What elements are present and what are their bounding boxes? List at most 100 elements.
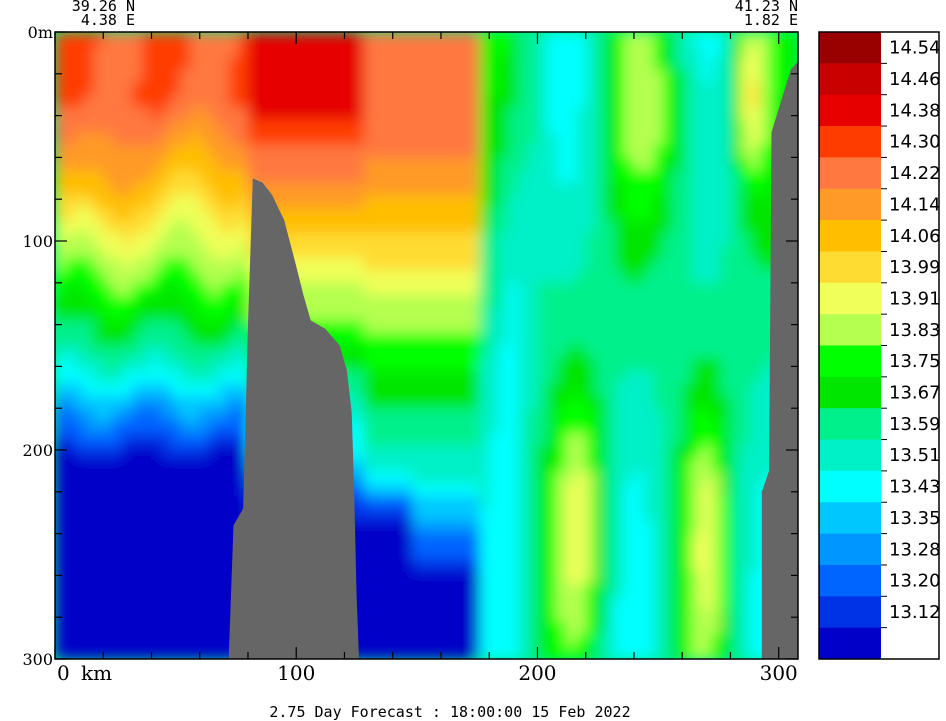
field-cell	[103, 521, 114, 535]
field-cell	[585, 383, 596, 397]
field-cell	[161, 94, 172, 108]
field-cell	[624, 195, 635, 209]
field-cell	[682, 533, 693, 547]
field-cell	[682, 195, 693, 209]
field-cell	[383, 182, 394, 196]
field-cell	[344, 257, 355, 271]
field-cell	[209, 169, 220, 184]
field-cell	[479, 332, 490, 347]
field-cell	[93, 245, 104, 259]
field-cell	[682, 119, 693, 133]
field-cell	[180, 521, 191, 535]
field-cell	[450, 521, 461, 535]
field-cell	[93, 558, 104, 572]
field-cell	[691, 220, 703, 234]
field-cell	[161, 182, 172, 196]
field-cell	[141, 257, 153, 271]
field-cell	[440, 345, 452, 359]
field-cell	[228, 57, 239, 71]
field-cell	[190, 220, 201, 234]
field-cell	[209, 119, 220, 133]
field-cell	[383, 521, 394, 535]
field-cell	[595, 32, 606, 46]
field-cell	[247, 107, 259, 121]
field-cell	[421, 408, 432, 422]
field-cell	[479, 345, 490, 359]
field-cell	[354, 169, 365, 184]
field-cell	[344, 295, 355, 309]
field-cell	[595, 257, 606, 271]
field-cell	[199, 169, 210, 184]
field-cell	[440, 295, 452, 309]
x-unit-label: km	[81, 661, 112, 685]
field-cell	[286, 69, 297, 83]
field-cell	[354, 583, 365, 597]
field-cell	[469, 633, 481, 648]
field-cell	[132, 32, 143, 46]
colorbar-swatch	[819, 126, 881, 158]
field-cell	[662, 521, 674, 535]
field-cell	[643, 207, 654, 221]
field-cell	[498, 345, 510, 359]
field-cell	[682, 295, 693, 309]
field-cell	[778, 57, 789, 71]
field-cell	[653, 383, 664, 397]
field-cell	[383, 408, 394, 422]
field-cell	[469, 445, 481, 459]
field-cell	[498, 320, 510, 334]
field-cell	[527, 558, 539, 572]
field-cell	[614, 408, 625, 422]
field-cell	[354, 257, 365, 271]
field-cell	[701, 583, 712, 597]
field-cell	[759, 232, 770, 246]
field-cell	[778, 44, 789, 58]
field-cell	[469, 583, 481, 597]
field-cell	[363, 420, 375, 434]
field-cell	[103, 633, 114, 648]
field-cell	[286, 144, 297, 158]
field-cell	[566, 207, 577, 221]
field-cell	[161, 345, 172, 359]
field-cell	[662, 245, 674, 259]
field-cell	[624, 345, 635, 359]
field-cell	[55, 82, 66, 96]
field-cell	[83, 445, 95, 459]
field-cell	[392, 370, 403, 384]
field-cell	[190, 144, 201, 158]
field-cell	[633, 82, 645, 96]
field-cell	[450, 69, 461, 83]
field-cell	[190, 320, 201, 334]
field-cell	[170, 207, 182, 221]
field-cell	[421, 445, 432, 459]
field-cell	[614, 132, 625, 146]
field-cell	[267, 94, 278, 108]
field-cell	[527, 32, 539, 46]
field-cell	[759, 295, 770, 309]
field-cell	[624, 395, 635, 409]
field-cell	[219, 332, 230, 347]
field-cell	[305, 295, 317, 309]
field-cell	[412, 320, 423, 334]
field-cell	[682, 495, 693, 510]
field-cell	[431, 295, 442, 309]
field-cell	[711, 295, 722, 309]
field-cell	[460, 132, 471, 146]
field-cell	[305, 82, 317, 96]
colorbar-label: 14.06	[889, 226, 941, 247]
field-cell	[286, 207, 297, 221]
field-cell	[605, 633, 616, 648]
field-cell	[141, 320, 153, 334]
field-cell	[595, 533, 606, 547]
field-cell	[479, 521, 490, 535]
field-cell	[730, 608, 741, 622]
field-cell	[691, 433, 703, 447]
field-cell	[74, 282, 85, 296]
field-cell	[219, 596, 230, 610]
field-cell	[209, 583, 220, 597]
field-cell	[691, 82, 703, 96]
field-cell	[93, 69, 104, 83]
field-cell	[170, 583, 182, 597]
field-cell	[537, 245, 548, 259]
field-cell	[363, 144, 375, 158]
field-cell	[219, 470, 230, 485]
